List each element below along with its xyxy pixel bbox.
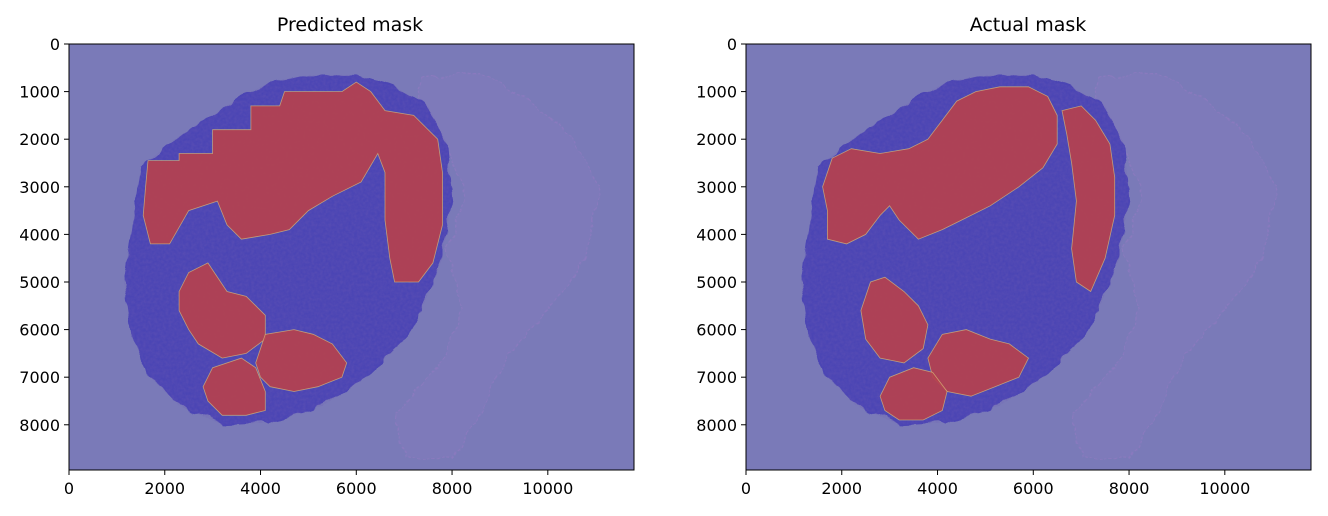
x-axis: 0 2000 4000 6000 8000 10000 <box>741 470 1250 498</box>
subplot-predicted: Predicted mask 0 2000 4000 6000 8000 10000 0 1… <box>19 14 635 498</box>
x-tick-label: 6000 <box>336 479 377 498</box>
tumor-region-5 <box>879 367 948 421</box>
plot-title: Predicted mask <box>277 14 423 36</box>
x-axis: 0 2000 4000 6000 8000 10000 <box>64 470 573 498</box>
x-tick-label: 10000 <box>1199 479 1250 498</box>
y-tick-label: 7000 <box>19 368 60 387</box>
tumor-region-3 <box>860 276 929 364</box>
x-tick-label: 6000 <box>1013 479 1054 498</box>
faint-tissue-region <box>394 72 601 459</box>
x-tick-label: 2000 <box>144 479 185 498</box>
y-tick-label: 5000 <box>696 273 737 292</box>
plot-area <box>68 43 635 471</box>
faint-tissue-region <box>1071 72 1278 459</box>
x-tick-label: 2000 <box>821 479 862 498</box>
subplot-actual: Actual mask 0 2000 4000 6000 8000 10000 0 1000… <box>696 14 1312 498</box>
y-tick-label: 8000 <box>696 416 737 435</box>
y-tick-label: 1000 <box>696 83 737 102</box>
axes-frame <box>745 43 1312 471</box>
y-axis: 0 1000 2000 3000 4000 5000 6000 7000 8000 <box>696 35 746 435</box>
x-tick-label: 8000 <box>432 479 473 498</box>
y-tick-label: 5000 <box>19 273 60 292</box>
x-tick-label: 10000 <box>522 479 573 498</box>
y-tick-label: 2000 <box>19 130 60 149</box>
plot-area <box>745 43 1312 471</box>
y-tick-label: 3000 <box>696 178 737 197</box>
x-tick-label: 8000 <box>1109 479 1150 498</box>
x-tick-label: 0 <box>64 479 74 498</box>
y-tick-label: 0 <box>50 35 60 54</box>
x-tick-label: 4000 <box>240 479 281 498</box>
tumor-region-4 <box>202 357 266 416</box>
y-tick-label: 7000 <box>696 368 737 387</box>
y-tick-label: 8000 <box>19 416 60 435</box>
axes-frame <box>68 43 635 471</box>
y-axis: 0 1000 2000 3000 4000 5000 6000 7000 8000 <box>19 35 69 435</box>
y-tick-label: 6000 <box>696 321 737 340</box>
y-tick-label: 4000 <box>696 225 737 244</box>
tumor-region-1 <box>142 81 443 283</box>
tumor-region-1 <box>822 86 1058 245</box>
y-tick-label: 4000 <box>19 225 60 244</box>
x-tick-label: 4000 <box>917 479 958 498</box>
y-tick-label: 3000 <box>19 178 60 197</box>
y-tick-label: 6000 <box>19 321 60 340</box>
tumor-region-2 <box>1061 105 1116 293</box>
y-tick-label: 0 <box>727 35 737 54</box>
tumor-region-3 <box>255 329 348 392</box>
plot-title: Actual mask <box>970 14 1087 36</box>
x-tick-label: 0 <box>741 479 751 498</box>
y-tick-label: 2000 <box>696 130 737 149</box>
y-tick-label: 1000 <box>19 83 60 102</box>
